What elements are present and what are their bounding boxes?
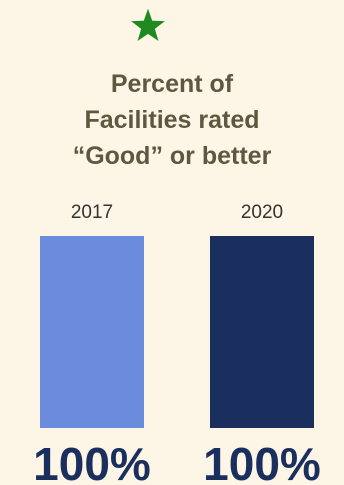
- value-label-2017: 100%: [33, 438, 151, 485]
- year-label-2017: 2017: [71, 202, 113, 223]
- bar-2020: [210, 236, 314, 428]
- bar-2017: [40, 236, 144, 428]
- year-label-2020: 2020: [241, 202, 283, 223]
- value-label-2020: 100%: [203, 438, 321, 485]
